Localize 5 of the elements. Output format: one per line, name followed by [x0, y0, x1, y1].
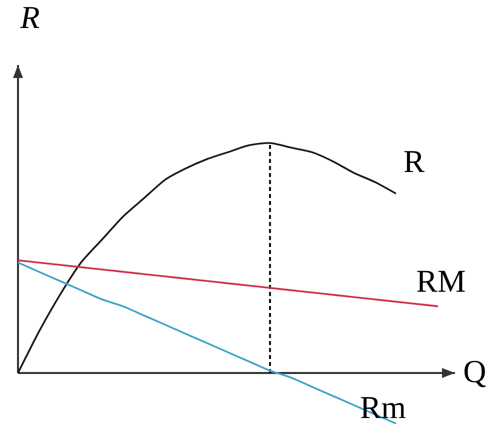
y-axis-title: R	[20, 7, 40, 28]
x-axis-title: Q	[464, 360, 486, 388]
series-label: RM	[417, 270, 465, 292]
series-label: Rm	[360, 397, 406, 418]
series-label: R	[404, 151, 425, 172]
